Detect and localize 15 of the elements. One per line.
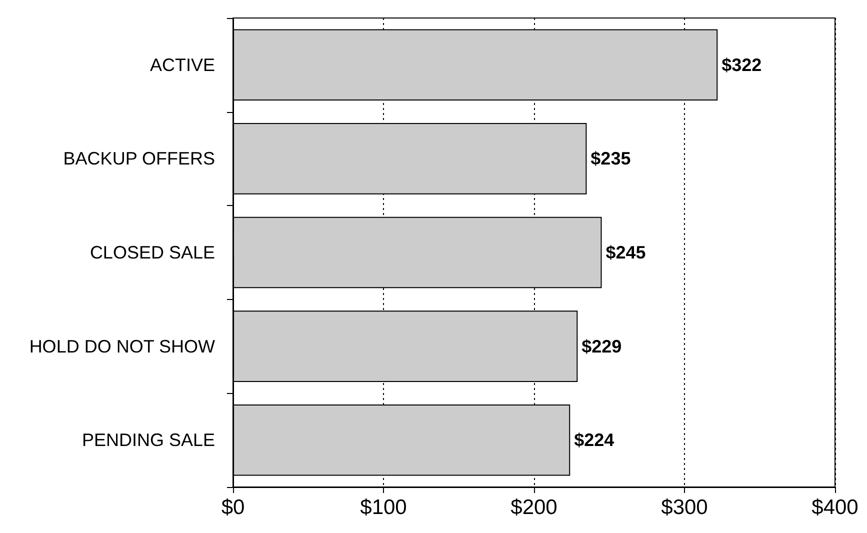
data-label: $235: [590, 148, 631, 169]
x-tick-label: $100: [360, 496, 407, 519]
y-tick-label: PENDING SALE: [82, 430, 215, 450]
data-label: $229: [582, 336, 622, 356]
y-tick-label: CLOSED SALE: [90, 242, 215, 262]
y-tick-label: ACTIVE: [150, 54, 215, 75]
data-label: $322: [722, 54, 762, 75]
data-label: $224: [574, 430, 614, 450]
y-tick-label: BACKUP OFFERS: [63, 148, 215, 169]
y-tick-label: HOLD DO NOT SHOW: [29, 336, 215, 356]
x-tick-label: $400: [812, 496, 858, 519]
x-tick-label: $200: [510, 496, 558, 519]
x-tick-label: $0: [221, 496, 245, 519]
x-tick-label: $300: [661, 496, 708, 519]
data-label: $245: [606, 242, 646, 262]
